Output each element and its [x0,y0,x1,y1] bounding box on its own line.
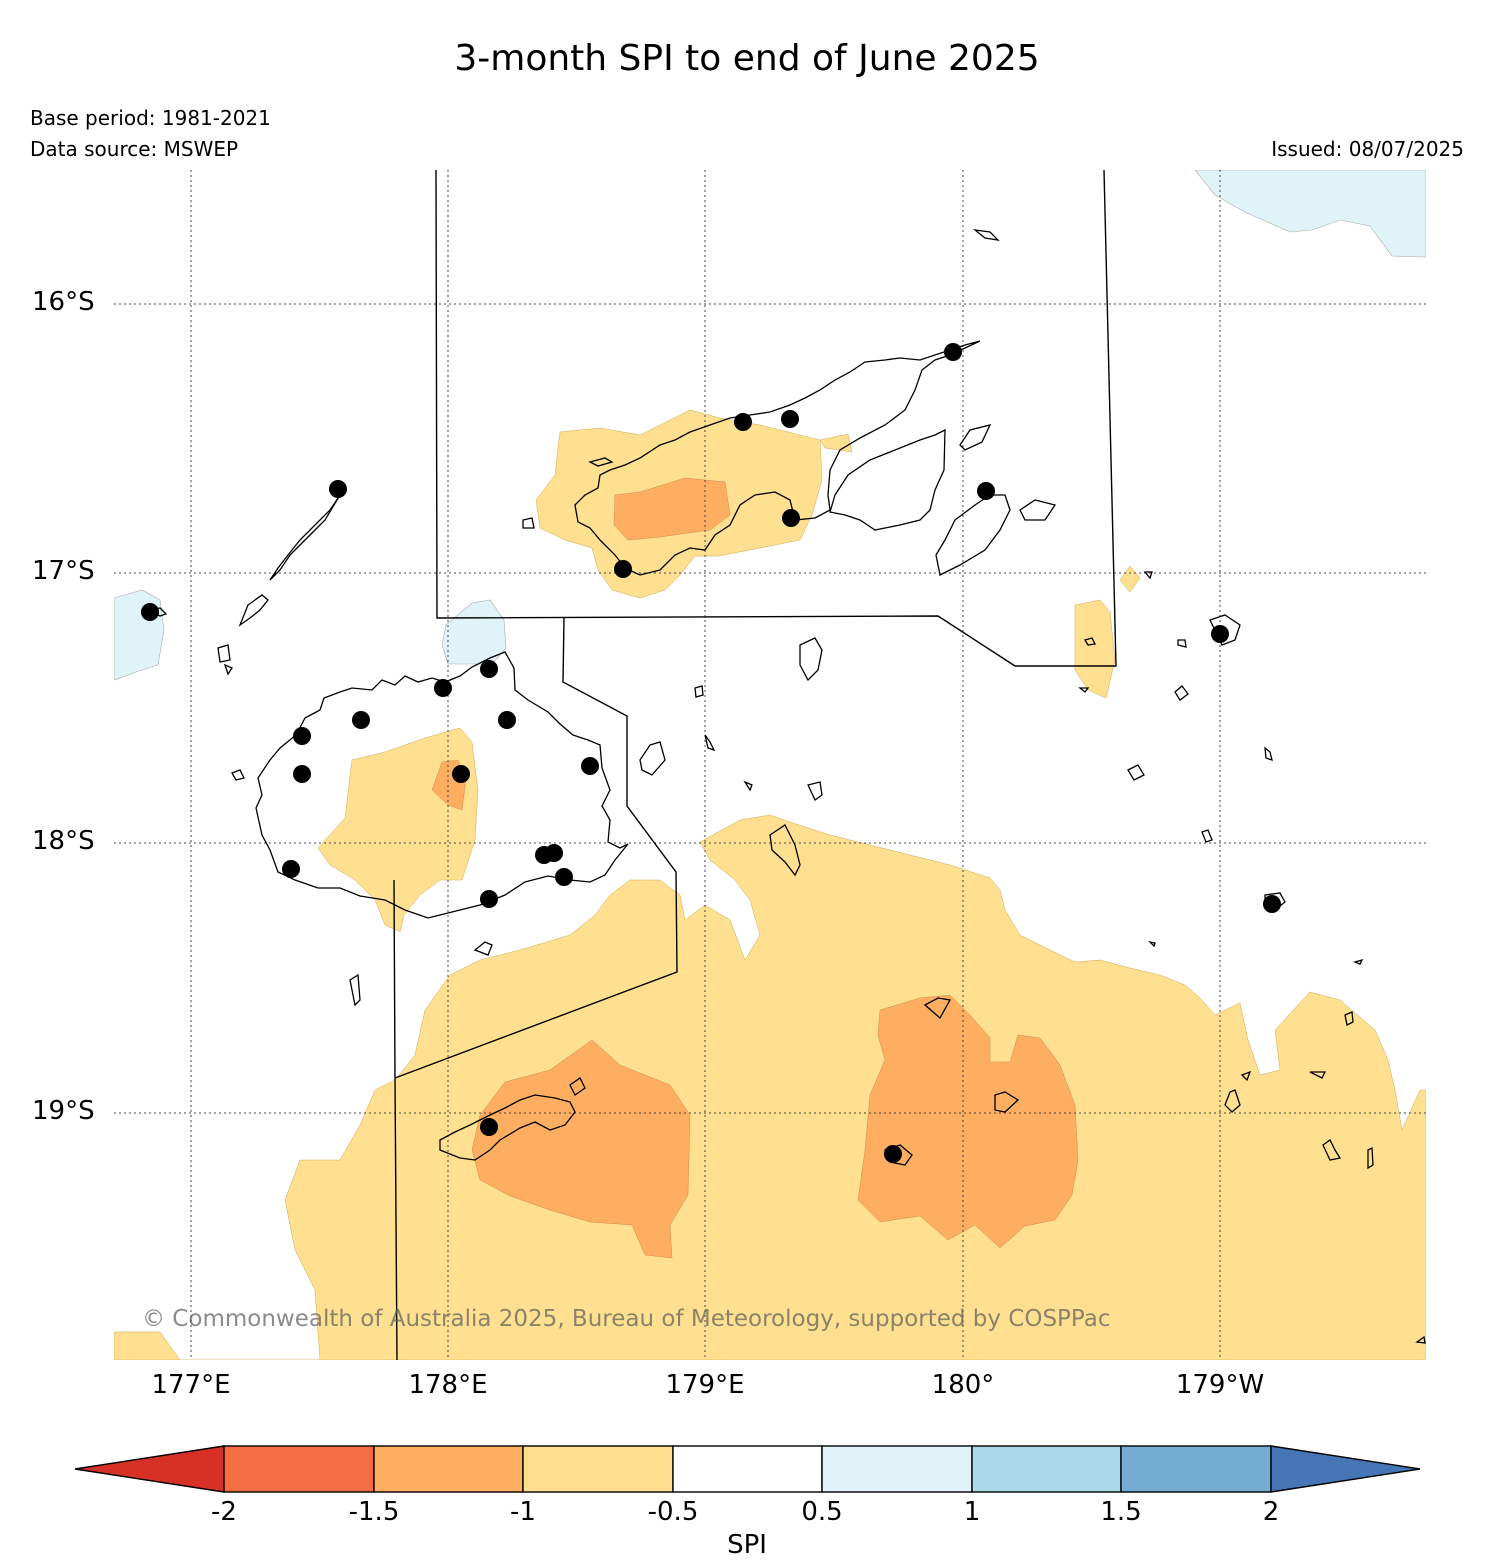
colorbar-bin [672,1445,823,1493]
station-marker [498,711,516,729]
station-marker [884,1145,902,1163]
graticule [114,170,1426,1360]
issued-date: Issued: 08/07/2025 [1271,137,1464,161]
colorbar-label: SPI [727,1530,767,1560]
vanua-levu-coast [574,340,981,576]
lat-label: 19°S [32,1096,95,1126]
division-boundaries [393,170,1117,1360]
colorbar-tick: -0.5 [647,1497,699,1527]
colorbar [74,1445,1421,1493]
station-marker [141,603,159,621]
station-marker [734,413,752,431]
station-marker [1263,895,1281,913]
station-marker [282,860,300,878]
station-marker [480,1118,498,1136]
lat-label: 18°S [32,826,95,856]
colorbar-tick: -2 [211,1497,237,1527]
colorbar-tick: 0.5 [801,1497,843,1527]
spi-dry-region-south [114,814,1426,1360]
spi-very-dry-region-east [857,994,1079,1249]
station-marker [434,679,452,697]
colorbar-tick: -1.5 [348,1497,400,1527]
station-markers [141,343,1281,1163]
map-title: 3-month SPI to end of June 2025 [454,38,1040,79]
station-marker [782,509,800,527]
colorbar-tick: -1 [510,1497,536,1527]
station-marker [977,482,995,500]
lon-label: 180° [931,1370,995,1400]
data-source: Data source: MSWEP [30,137,239,161]
lon-label: 177°E [151,1370,231,1400]
spi-very-dry-region-vanua [613,477,731,541]
colorbar-bin [1120,1445,1272,1493]
station-marker [545,844,563,862]
station-marker [614,560,632,578]
spi-dry-region-east [1074,599,1116,699]
station-marker [293,765,311,783]
station-marker [480,890,498,908]
map-area [114,170,1426,1360]
colorbar-extend-low [74,1445,225,1493]
colorbar-bin [821,1445,973,1493]
kadavu-coast [439,1094,576,1161]
station-marker [555,868,573,886]
colorbar-tick: 1.5 [1100,1497,1142,1527]
station-marker [944,343,962,361]
lat-label: 16°S [32,287,95,317]
lat-label: 17°S [32,556,95,586]
base-period: Base period: 1981-2021 [30,106,271,130]
spi-wet-region-ne [1194,170,1426,258]
lon-label: 179°E [665,1370,745,1400]
viti-levu-coast [255,651,629,919]
colorbar-tick: 1 [963,1497,981,1527]
station-marker [781,410,799,428]
station-marker [1211,625,1229,643]
colorbar-bin [373,1445,524,1493]
spi-wet-region-c [441,599,507,665]
station-marker [480,660,498,678]
taveuni-coast [829,428,946,531]
station-marker [352,711,370,729]
station-marker [581,757,599,775]
station-marker [452,765,470,783]
colorbar-extend-high [1270,1445,1421,1493]
colorbar-bin [522,1445,674,1493]
station-marker [293,727,311,745]
colorbar-tick: 2 [1262,1497,1280,1527]
station-marker [329,480,347,498]
lon-label: 179°W [1175,1370,1265,1400]
lon-label: 178°E [408,1370,488,1400]
colorbar-bin [971,1445,1122,1493]
spi-very-dry-region-west [471,1039,691,1259]
copyright-notice: © Commonwealth of Australia 2025, Bureau… [142,1306,1111,1332]
colorbar-bin [223,1445,375,1493]
